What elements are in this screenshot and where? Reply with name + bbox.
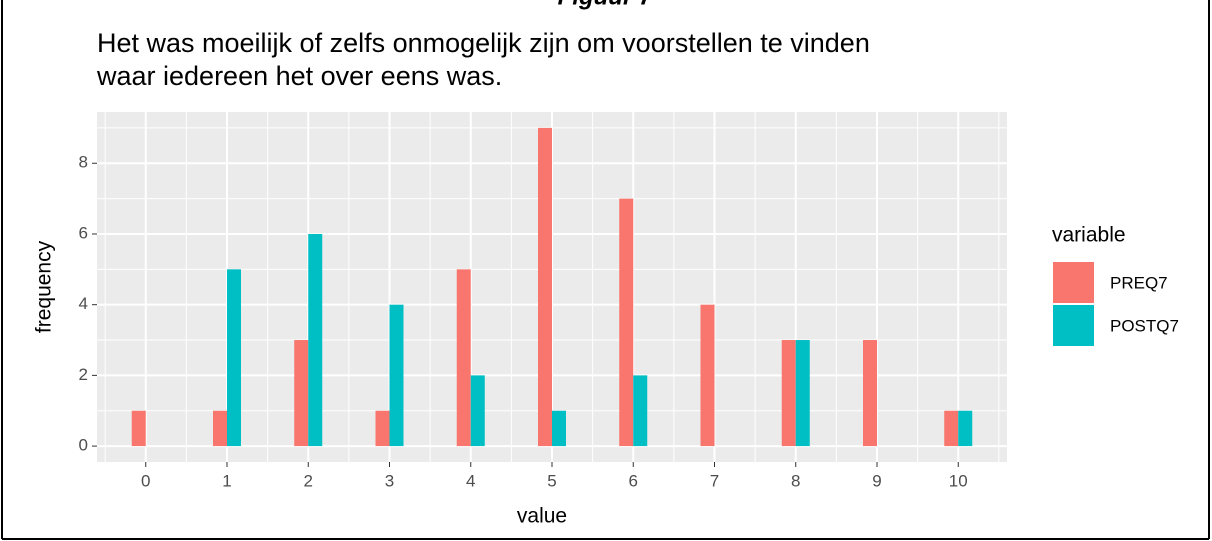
- y-tick-label: 4: [79, 294, 88, 313]
- x-tick-label: 6: [629, 471, 638, 490]
- bar: [958, 410, 973, 447]
- figure-heading: Figuur 7: [558, 0, 654, 10]
- bar: [795, 340, 810, 447]
- bar: [227, 269, 241, 447]
- legend-title: variable: [1052, 224, 1126, 247]
- y-tick-label: 6: [79, 223, 88, 242]
- x-tick-label: 5: [547, 471, 556, 490]
- x-tick-label: 1: [222, 471, 231, 490]
- bar: [456, 269, 471, 447]
- bar: [213, 410, 227, 447]
- y-axis-label: frequency: [33, 240, 56, 333]
- y-tick-label: 8: [79, 153, 88, 172]
- bar: [700, 304, 715, 447]
- x-tick-label: 2: [304, 471, 313, 490]
- x-tick-label: 8: [791, 471, 800, 490]
- bar: [470, 375, 485, 447]
- legend-label: POSTQ7: [1110, 316, 1179, 335]
- bar: [389, 304, 404, 447]
- x-tick-label: 3: [385, 471, 394, 490]
- x-tick-label: 4: [466, 471, 475, 490]
- bar: [552, 410, 566, 447]
- bar: [863, 340, 877, 447]
- y-tick-label: 2: [79, 365, 88, 384]
- chart-title: waar iedereen het over eens was.: [96, 61, 502, 91]
- legend-label: PREQ7: [1110, 273, 1168, 292]
- legend-swatch: [1053, 262, 1094, 303]
- bar: [131, 410, 146, 447]
- x-tick-label: 7: [710, 471, 719, 490]
- x-axis-label: value: [517, 505, 567, 528]
- bar: [538, 127, 552, 447]
- bar: [294, 340, 309, 447]
- bar: [375, 410, 390, 447]
- x-tick-label: 9: [872, 471, 881, 490]
- bar: [633, 375, 648, 447]
- bar: [781, 340, 796, 447]
- bar: [308, 233, 323, 447]
- x-tick-label: 10: [949, 471, 968, 490]
- legend-swatch: [1053, 305, 1094, 346]
- chart-title: Het was moeilijk of zelfs onmogelijk zij…: [97, 28, 870, 58]
- bar: [944, 410, 959, 447]
- bar: [619, 198, 634, 447]
- y-tick-label: 0: [79, 436, 88, 455]
- x-tick-label: 0: [141, 471, 150, 490]
